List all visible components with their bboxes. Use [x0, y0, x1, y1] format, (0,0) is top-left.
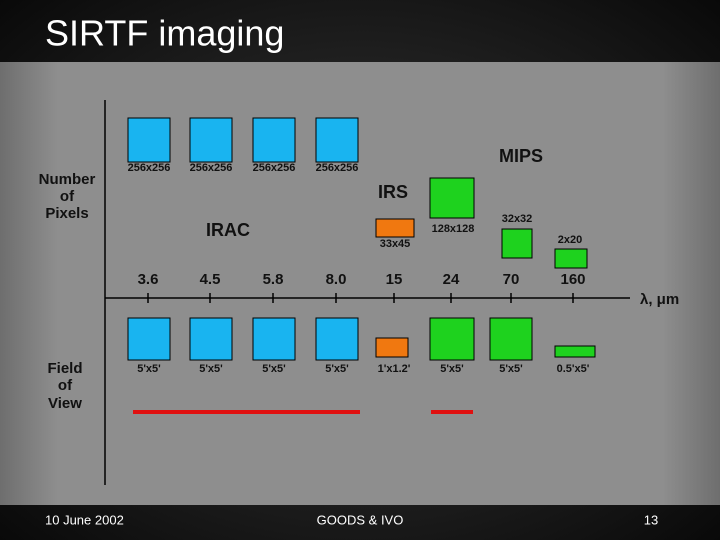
field-of-view: 0.5'x5' — [557, 363, 590, 375]
wavelength: 70 — [503, 271, 520, 288]
row-label: of — [60, 188, 75, 205]
field-labels: 5'x5' 5'x5' 5'x5' 5'x5' 1'x1.2' 5'x5' 5'… — [137, 363, 590, 375]
field-boxes — [127, 317, 596, 361]
footer-center: GOODS & IVO — [317, 512, 404, 527]
pixel-format: 32x32 — [502, 213, 533, 225]
wavelength: 15 — [386, 271, 403, 288]
row-label: Number — [39, 171, 96, 188]
footer-date: 10 June 2002 — [45, 512, 124, 527]
pixel-format: 256x256 — [253, 162, 296, 174]
wavelength: 5.8 — [263, 271, 284, 288]
wavelength: 24 — [443, 271, 460, 288]
instrument-label: IRS — [378, 182, 408, 202]
title: SIRTF imaging — [45, 13, 284, 54]
field-of-view: 5'x5' — [325, 363, 349, 375]
page-number: 13 — [644, 512, 658, 527]
row-label: of — [58, 377, 73, 394]
field-of-view: 5'x5' — [440, 363, 464, 375]
wavelength-labels: 3.6 4.5 5.8 8.0 15 24 70 160 — [138, 271, 586, 288]
axes — [104, 100, 630, 485]
wavelength: 160 — [560, 271, 585, 288]
instrument-label: IRAC — [206, 220, 250, 240]
field-of-view: 5'x5' — [199, 363, 223, 375]
pixel-format: 33x45 — [380, 238, 411, 250]
pixel-boxes — [127, 117, 588, 269]
pixel-format: 256x256 — [316, 162, 359, 174]
field-of-view: 5'x5' — [499, 363, 523, 375]
panel — [0, 62, 720, 505]
row-label: Field — [47, 360, 82, 377]
wavelength: 3.6 — [138, 271, 159, 288]
wavelength: 8.0 — [326, 271, 347, 288]
field-of-view: 5'x5' — [262, 363, 286, 375]
field-of-view: 1'x1.2' — [378, 363, 411, 375]
pixel-format: 256x256 — [128, 162, 171, 174]
pixel-format-labels: 256x256 256x256 256x256 256x256 33x45 12… — [128, 162, 583, 250]
axis-label: λ, μm — [640, 291, 679, 308]
field-of-view: 5'x5' — [137, 363, 161, 375]
row-label: Pixels — [45, 205, 88, 222]
instrument-label: MIPS — [499, 146, 543, 166]
pixel-format: 256x256 — [190, 162, 233, 174]
row-label: View — [48, 395, 82, 412]
wavelength: 4.5 — [200, 271, 221, 288]
pixel-format: 2x20 — [558, 234, 582, 246]
pixel-format: 128x128 — [432, 223, 475, 235]
